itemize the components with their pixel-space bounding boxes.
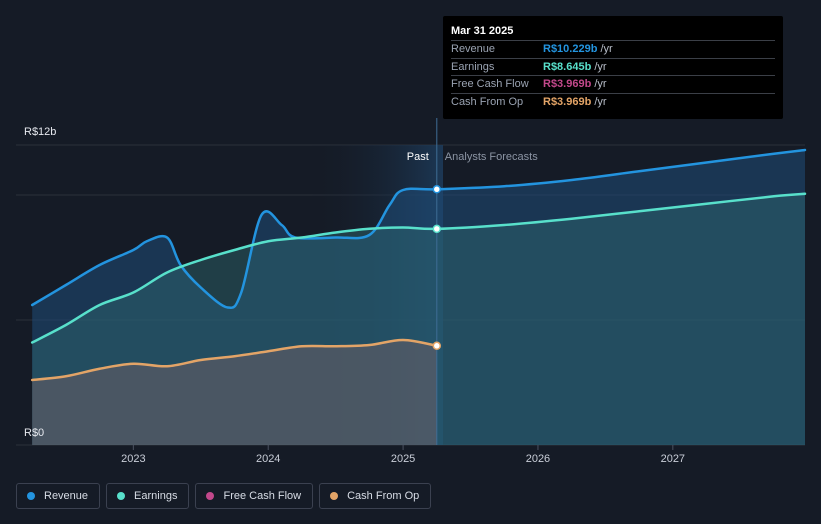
tooltip-row-free-cash-flow: Free Cash Flow R$3.969b/yr (451, 75, 775, 93)
tooltip-row-label: Cash From Op (451, 95, 524, 108)
legend-item-free-cash-flow[interactable]: Free Cash Flow (195, 483, 314, 509)
tooltip: Mar 31 2025 Revenue R$10.229b/yr Earnings R… (443, 16, 783, 119)
tooltip-row-label: Free Cash Flow (451, 78, 529, 90)
legend-item-label: Cash From Op (347, 490, 420, 502)
tooltip-row-value: R$10.229b/yr (543, 43, 613, 55)
x-tick-label: 2027 (661, 453, 685, 465)
y-axis-top-label: R$12b (24, 126, 56, 138)
tooltip-row-label: Earnings (451, 60, 495, 73)
earnings-line (30, 192, 807, 344)
revenue-line (30, 148, 807, 309)
tooltip-date: Mar 31 2025 (451, 25, 514, 37)
forecast-label: Analysts Forecasts (445, 151, 538, 163)
past-label: Past (407, 151, 429, 163)
earnings-point (432, 224, 442, 234)
x-tick-label: 2026 (526, 453, 550, 465)
x-tick-label: 2025 (391, 453, 415, 465)
cash-from-op-area (32, 339, 437, 445)
tooltip-row-unit: /yr (594, 60, 607, 73)
tooltip-row-value: R$3.969b/yr (543, 78, 607, 90)
tooltip-row-value: R$8.645b/yr (543, 60, 607, 73)
tooltip-row-unit: /yr (600, 43, 613, 55)
x-tick-label: 2024 (256, 453, 280, 465)
tooltip-row-unit: /yr (594, 95, 607, 108)
cash-from-op-line (30, 338, 439, 382)
legend-item-earnings[interactable]: Earnings (106, 483, 190, 509)
legend-item-revenue[interactable]: Revenue (16, 483, 101, 509)
legend-dot-icon (330, 492, 339, 500)
legend-item-label: Earnings (134, 490, 178, 502)
y-axis-bottom-label: R$0 (24, 427, 44, 439)
legend-item-cash-from-op[interactable]: Cash From Op (319, 483, 432, 509)
legend-dot-icon (117, 492, 126, 500)
legend-item-label: Free Cash Flow (223, 490, 302, 502)
tooltip-row-revenue: Revenue R$10.229b/yr (451, 40, 775, 58)
tooltip-row-unit: /yr (594, 78, 607, 90)
x-tick-label: 2023 (121, 453, 145, 465)
cash-from-op-point (432, 341, 442, 351)
tooltip-row-cash-from-op: Cash From Op R$3.969b/yr (451, 92, 775, 111)
legend-dot-icon (27, 492, 35, 500)
tooltip-row-value: R$3.969b/yr (543, 95, 607, 108)
legend-item-label: Revenue (44, 490, 89, 502)
tooltip-row-earnings: Earnings R$8.645b/yr (451, 57, 775, 76)
revenue-point (432, 185, 442, 194)
legend: Revenue Earnings Free Cash Flow Cash From O… (16, 483, 432, 511)
tooltip-row-label: Revenue (451, 43, 496, 55)
legend-dot-icon (206, 492, 215, 500)
